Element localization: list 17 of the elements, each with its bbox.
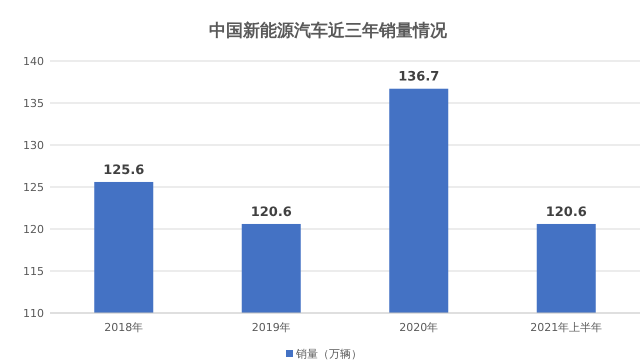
- y-tick-label: 120: [23, 222, 44, 236]
- y-tick-label: 125: [23, 180, 44, 194]
- y-tick-label: 135: [23, 96, 44, 110]
- x-tick-label: 2018年: [104, 321, 144, 334]
- y-tick-label: 140: [23, 54, 44, 68]
- y-tick-label: 130: [23, 138, 44, 152]
- y-tick-label: 110: [23, 306, 44, 320]
- data-label: 136.7: [398, 70, 440, 85]
- y-tick-label: 115: [23, 264, 44, 278]
- data-label: 120.6: [546, 204, 587, 220]
- x-tick-label: 2021年上半年: [530, 321, 602, 334]
- data-label: 120.6: [250, 204, 292, 220]
- chart-title: 中国新能源汽车近三年销量情况: [209, 21, 448, 41]
- data-label: 125.6: [103, 162, 144, 178]
- x-tick-label: 2019年: [252, 321, 291, 334]
- x-tick-label: 2020年: [399, 321, 438, 334]
- legend-label: 销量（万辆）: [295, 347, 362, 360]
